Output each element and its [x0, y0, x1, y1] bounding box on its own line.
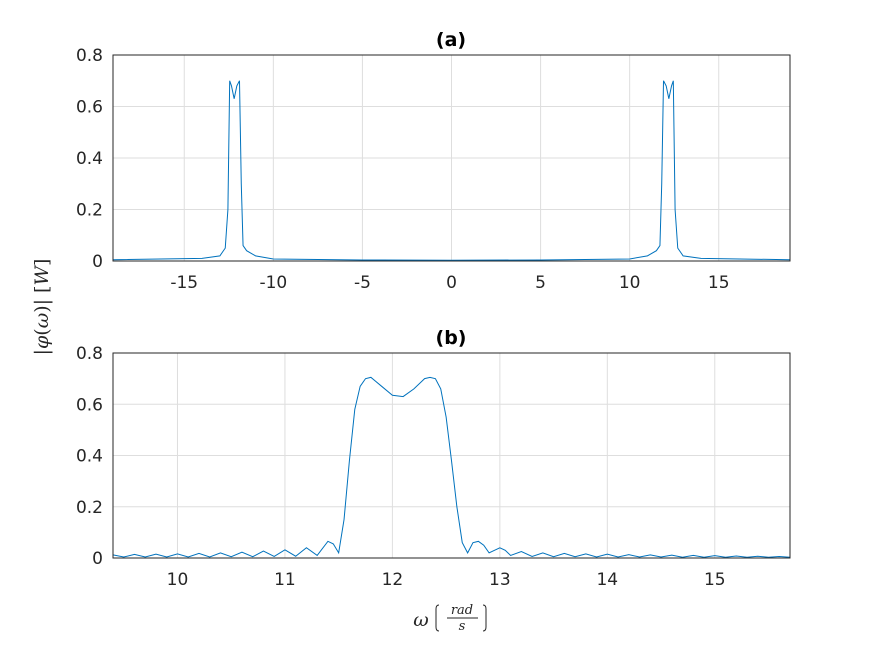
subplot-a-frame [112, 54, 791, 262]
x-axis-label-left-bracket [435, 604, 440, 632]
subplot-a-x-tick-labels: -15 -10 -5 0 5 10 15 [170, 273, 729, 293]
subplot-b: 10 11 12 13 14 15 0 0.2 0.4 0.6 0.8 (b) [76, 327, 791, 590]
subplot-a-x-tick-label: 15 [708, 273, 730, 293]
subplot-b-title: (b) [436, 327, 467, 349]
subplot-a-x-tick-label: -5 [354, 273, 371, 293]
subplot-a-title: (a) [436, 29, 466, 51]
subplot-b-x-tick-label: 15 [704, 570, 726, 590]
x-axis-label-omega: ω [413, 609, 429, 631]
subplot-b-x-tick-label: 11 [274, 570, 296, 590]
subplot-a-y-tick-labels: 0 0.2 0.4 0.6 0.8 [76, 46, 103, 272]
subplot-b-x-tick-labels: 10 11 12 13 14 15 [167, 570, 726, 590]
subplot-b-x-tick-label: 13 [489, 570, 511, 590]
subplot-b-y-tick-label: 0.4 [76, 447, 103, 467]
subplot-a-series-line [112, 80, 791, 261]
y-axis-label: |φ(ω)| [W] [31, 259, 53, 356]
subplot-a-x-tick-label: -15 [170, 273, 198, 293]
subplot-b-x-tick-label: 14 [596, 570, 618, 590]
subplot-a-y-tick-label: 0 [92, 252, 103, 272]
subplot-b-y-tick-labels: 0 0.2 0.4 0.6 0.8 [76, 344, 103, 569]
subplot-b-y-tick-label: 0 [92, 549, 103, 569]
x-axis-label-numerator: rad [451, 603, 473, 618]
subplot-a-x-tick-label: -10 [259, 273, 287, 293]
x-axis-label: ω rad s [413, 603, 487, 634]
subplot-b-y-tick-label: 0.2 [76, 498, 103, 518]
subplot-a-x-tick-label: 0 [446, 273, 457, 293]
subplot-a-y-tick-label: 0.6 [76, 98, 103, 118]
x-axis-label-right-bracket [482, 604, 487, 632]
subplot-b-x-tick-label: 10 [167, 570, 189, 590]
subplot-b-y-tick-label: 0.8 [76, 344, 103, 364]
subplot-a-x-tick-label: 10 [619, 273, 641, 293]
subplot-b-x-tick-label: 12 [382, 570, 404, 590]
subplot-a-y-tick-label: 0.2 [76, 201, 103, 221]
subplot-b-y-tick-label: 0.6 [76, 395, 103, 415]
subplot-b-frame [112, 352, 791, 559]
subplot-a-y-tick-label: 0.8 [76, 46, 103, 66]
x-axis-label-denominator: s [459, 619, 466, 634]
subplot-a-x-tick-label: 5 [535, 273, 546, 293]
subplot-a-y-tick-label: 0.4 [76, 149, 103, 169]
subplot-b-series-line [112, 376, 791, 558]
subplot-a: -15 -10 -5 0 5 10 15 0 0.2 0.4 0.6 0.8 (a) [76, 29, 791, 293]
